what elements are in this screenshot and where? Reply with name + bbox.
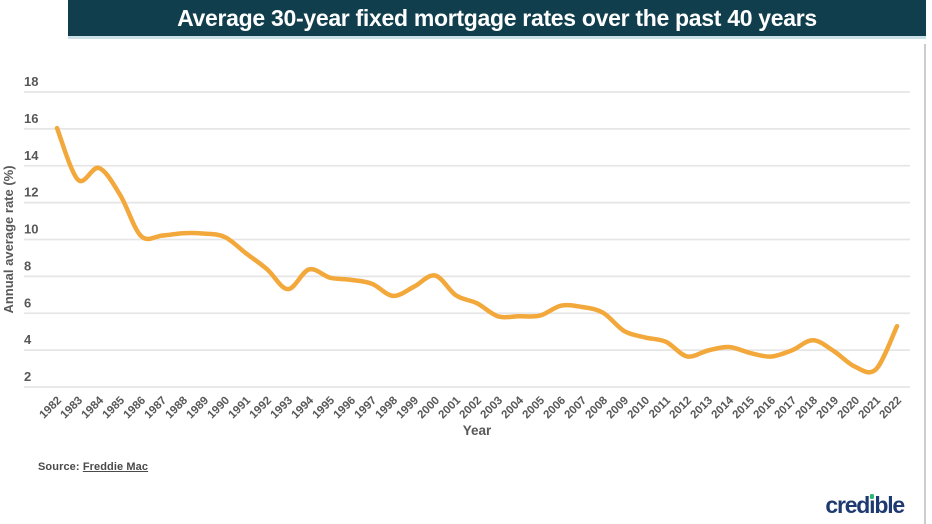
source-label: Source: bbox=[38, 461, 83, 473]
x-tick-label: 1992 bbox=[248, 395, 275, 422]
x-tick-label: 1993 bbox=[269, 395, 296, 422]
x-axis-title: Year bbox=[463, 423, 492, 438]
logo-text-after: ble bbox=[874, 492, 905, 518]
x-tick-label: 2012 bbox=[668, 395, 695, 422]
mortgage-rate-chart: 2 4 6 8 10 12 14 16 18 Annual average rate (%) 198… bbox=[1, 74, 910, 438]
chart-title: Average 30-year fixed mortgage rates ove… bbox=[177, 4, 817, 31]
y-tick-label: 18 bbox=[24, 74, 38, 89]
x-tick-label: 2006 bbox=[542, 395, 569, 422]
logo-letter-i: ı bbox=[869, 492, 875, 518]
x-tick-label: 2022 bbox=[878, 395, 905, 422]
logo-dotless-i: ı bbox=[869, 492, 875, 518]
x-tick-label: 2004 bbox=[500, 394, 527, 421]
x-tick-label: 1982 bbox=[38, 395, 65, 422]
y-tick-label: 4 bbox=[24, 332, 32, 347]
y-tick-label: 6 bbox=[24, 295, 31, 310]
x-tick-label: 2001 bbox=[437, 394, 464, 421]
x-tick-label: 1996 bbox=[332, 395, 359, 422]
x-tick-label: 2011 bbox=[647, 394, 674, 421]
x-tick-label: 2021 bbox=[857, 394, 884, 421]
y-tick-label: 10 bbox=[24, 222, 38, 237]
y-tick-label: 2 bbox=[24, 369, 31, 384]
right-edge-divider bbox=[924, 44, 926, 524]
y-tick-label: 14 bbox=[24, 148, 39, 163]
x-tick-label: 2019 bbox=[815, 395, 842, 422]
x-tick-label: 2014 bbox=[710, 394, 737, 421]
x-tick-label: 2003 bbox=[479, 395, 506, 422]
x-tick-label: 1994 bbox=[290, 394, 317, 421]
x-tick-label: 2008 bbox=[584, 394, 611, 421]
x-tick-label: 1986 bbox=[122, 395, 149, 422]
logo-i-dot bbox=[869, 494, 875, 499]
x-tick-label: 1990 bbox=[206, 395, 233, 422]
x-tick-label: 2016 bbox=[752, 395, 779, 422]
x-tick-label: 1999 bbox=[395, 395, 422, 422]
x-tick-label: 2020 bbox=[836, 395, 863, 422]
x-tick-label: 2013 bbox=[689, 395, 716, 422]
x-tick-label: 2007 bbox=[563, 395, 590, 422]
y-tick-label: 16 bbox=[24, 111, 38, 126]
x-tick-label: 1984 bbox=[80, 394, 107, 421]
rate-line-series bbox=[54, 125, 900, 375]
x-tick-label: 2005 bbox=[521, 394, 548, 421]
x-tick-label: 2000 bbox=[416, 395, 443, 422]
source-link[interactable]: Freddie Mac bbox=[82, 461, 149, 473]
credible-logo[interactable]: cred ıble bbox=[825, 492, 905, 518]
x-tick-label: 2010 bbox=[626, 395, 653, 422]
source-note: Source: Freddie Mac bbox=[38, 461, 148, 473]
x-tick-label: 1983 bbox=[59, 395, 86, 422]
x-tick-label: 1989 bbox=[185, 395, 212, 422]
x-tick-label: 1998 bbox=[374, 394, 401, 421]
x-tick-label: 2002 bbox=[458, 395, 485, 422]
chart-title-banner: Average 30-year fixed mortgage rates ove… bbox=[68, 0, 926, 39]
x-tick-label: 1995 bbox=[311, 394, 338, 421]
logo-text-before: cred bbox=[825, 492, 870, 518]
x-tick-label: 1997 bbox=[353, 395, 380, 422]
x-tick-label: 1987 bbox=[143, 395, 170, 422]
x-tick-label: 2015 bbox=[731, 394, 758, 421]
x-tick-label: 1991 bbox=[227, 394, 254, 421]
x-tick-label: 2018 bbox=[794, 394, 821, 421]
x-tick-label: 1985 bbox=[101, 394, 128, 421]
y-axis-title: Annual average rate (%) bbox=[1, 165, 16, 313]
x-tick-label: 2017 bbox=[773, 395, 800, 422]
x-tick-label: 2009 bbox=[605, 395, 632, 422]
y-tick-label: 8 bbox=[24, 258, 31, 273]
y-tick-label: 12 bbox=[24, 185, 38, 200]
x-tick-label: 1988 bbox=[164, 394, 191, 421]
